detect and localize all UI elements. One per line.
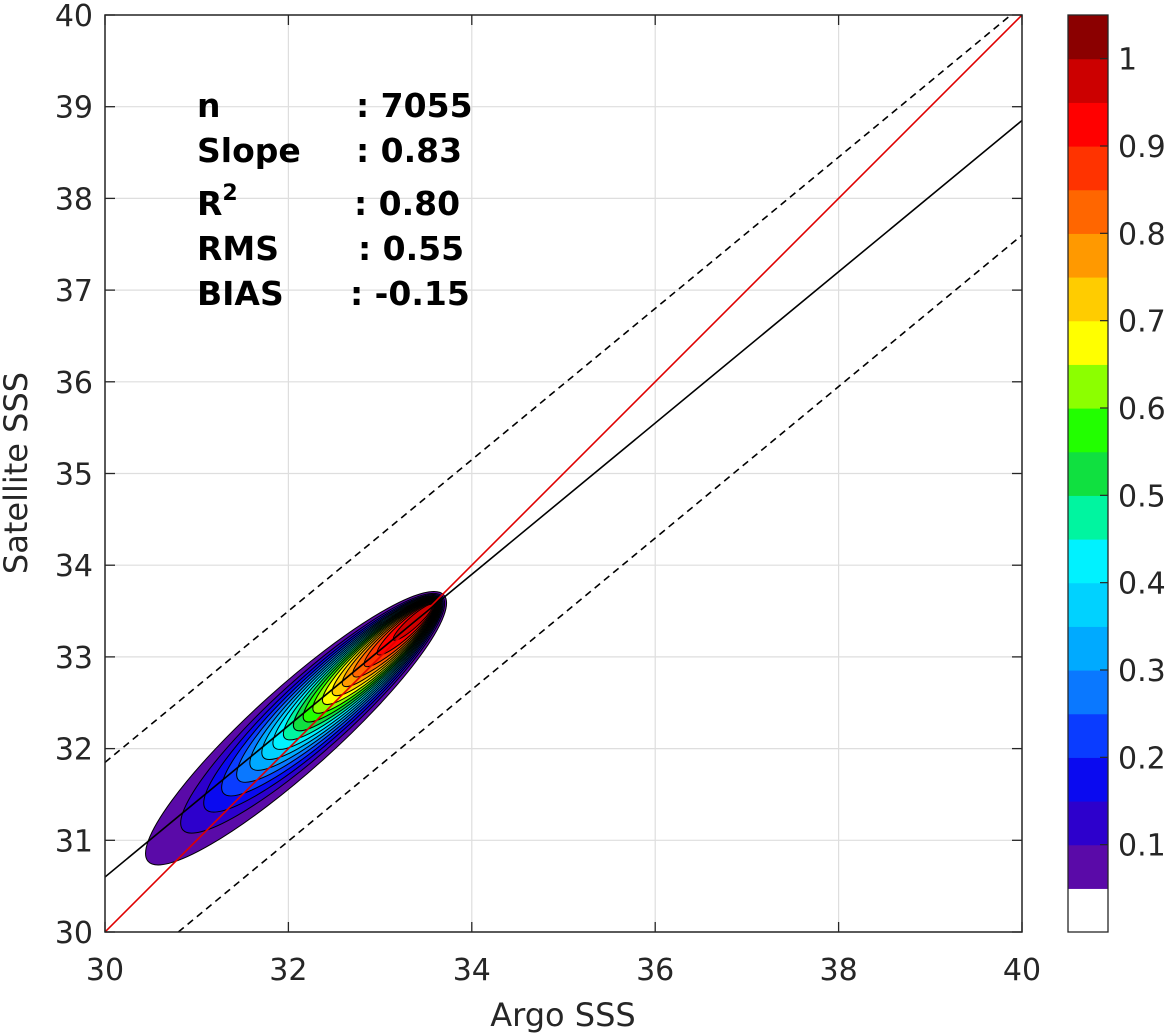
colorbar-tick-label: 0.9 (1118, 130, 1166, 165)
colorbar-swatch (1068, 233, 1108, 278)
y-tick-label: 40 (55, 0, 93, 34)
y-axis-label: Satellite SSS (0, 372, 35, 574)
colorbar-swatch (1068, 102, 1108, 147)
colorbar-swatch (1068, 844, 1108, 889)
stat-r2-value: : 0.80 (354, 184, 460, 223)
colorbar-swatch (1068, 670, 1108, 715)
y-tick-label: 35 (55, 458, 93, 493)
x-tick-labels: 30 32 34 36 38 40 (86, 953, 1041, 988)
colorbar-tick-label: 1 (1118, 43, 1137, 78)
y-tick-label: 33 (55, 641, 93, 676)
colorbar-swatch (1068, 888, 1108, 933)
colorbar-swatch (1068, 539, 1108, 584)
colorbar-swatch (1068, 320, 1108, 365)
y-tick-label: 39 (55, 91, 93, 126)
upper-bound-line (105, 15, 1013, 763)
colorbar-swatch (1068, 277, 1108, 322)
colorbar-tick-label: 0.3 (1118, 654, 1166, 689)
colorbar-swatch (1068, 582, 1108, 627)
colorbar-swatch (1068, 15, 1108, 60)
fit-line (105, 119, 1022, 878)
x-tick-label: 36 (636, 953, 674, 988)
colorbar-swatch (1068, 189, 1108, 234)
y-tick-label: 37 (55, 274, 93, 309)
stat-r2-sup: 2 (222, 181, 237, 206)
y-tick-label: 31 (55, 824, 93, 859)
colorbar: 0.1 0.2 0.3 0.4 0.5 0.6 0.7 0.8 0.9 1 (1067, 14, 1166, 933)
y-tick-label: 38 (55, 182, 93, 217)
stat-r2-label: R2 (197, 181, 238, 223)
stat-bias-label: BIAS (197, 274, 284, 313)
axis-ticks (104, 14, 1023, 933)
y-tick-label: 34 (55, 549, 93, 584)
colorbar-swatch (1068, 146, 1108, 191)
colorbar-swatch (1068, 801, 1108, 846)
colorbar-swatch (1068, 58, 1108, 103)
stat-n-value: : 7055 (356, 86, 473, 125)
colorbar-tick-label: 0.1 (1118, 829, 1166, 864)
x-axis-label: Argo SSS (490, 996, 635, 1034)
colorbar-tick-label: 0.8 (1118, 217, 1166, 252)
stat-slope-value: : 0.83 (356, 131, 462, 170)
reference-lines (105, 15, 1022, 932)
colorbar-frame (1067, 14, 1109, 933)
colorbar-tick-label: 0.2 (1118, 741, 1166, 776)
colorbar-swatch (1068, 364, 1108, 409)
x-tick-label: 34 (453, 953, 491, 988)
stat-n-label: n (197, 86, 221, 125)
colorbar-tick-label: 0.6 (1118, 392, 1166, 427)
stat-r2-base: R (197, 184, 222, 223)
x-tick-label: 30 (86, 953, 124, 988)
stat-slope-label: Slope (197, 131, 301, 170)
x-tick-label: 40 (1003, 953, 1041, 988)
colorbar-swatch (1068, 713, 1108, 758)
stat-rms-label: RMS (197, 229, 279, 268)
lower-bound-line (177, 234, 1022, 932)
stat-bias-value: : -0.15 (350, 274, 470, 313)
x-tick-label: 32 (269, 953, 307, 988)
identity-line (105, 15, 1022, 932)
stat-rms-value: : 0.55 (358, 229, 464, 268)
colorbar-swatch (1068, 451, 1108, 496)
stats-box: n : 7055 Slope : 0.83 R2 : 0.80 RMS : 0.… (197, 86, 473, 313)
colorbar-tick-label: 0.5 (1118, 479, 1166, 514)
colorbar-tick-label: 0.4 (1118, 567, 1166, 602)
colorbar-swatch (1068, 626, 1108, 671)
colorbar-swatch (1068, 495, 1108, 540)
colorbar-tick-label: 0.7 (1118, 305, 1166, 340)
x-tick-label: 38 (820, 953, 858, 988)
y-tick-labels: 30 31 32 33 34 35 36 37 38 39 40 (55, 0, 93, 951)
y-tick-label: 32 (55, 733, 93, 768)
colorbar-swatch (1068, 408, 1108, 453)
y-tick-label: 36 (55, 366, 93, 401)
y-tick-label: 30 (55, 916, 93, 951)
colorbar-swatch (1068, 757, 1108, 802)
